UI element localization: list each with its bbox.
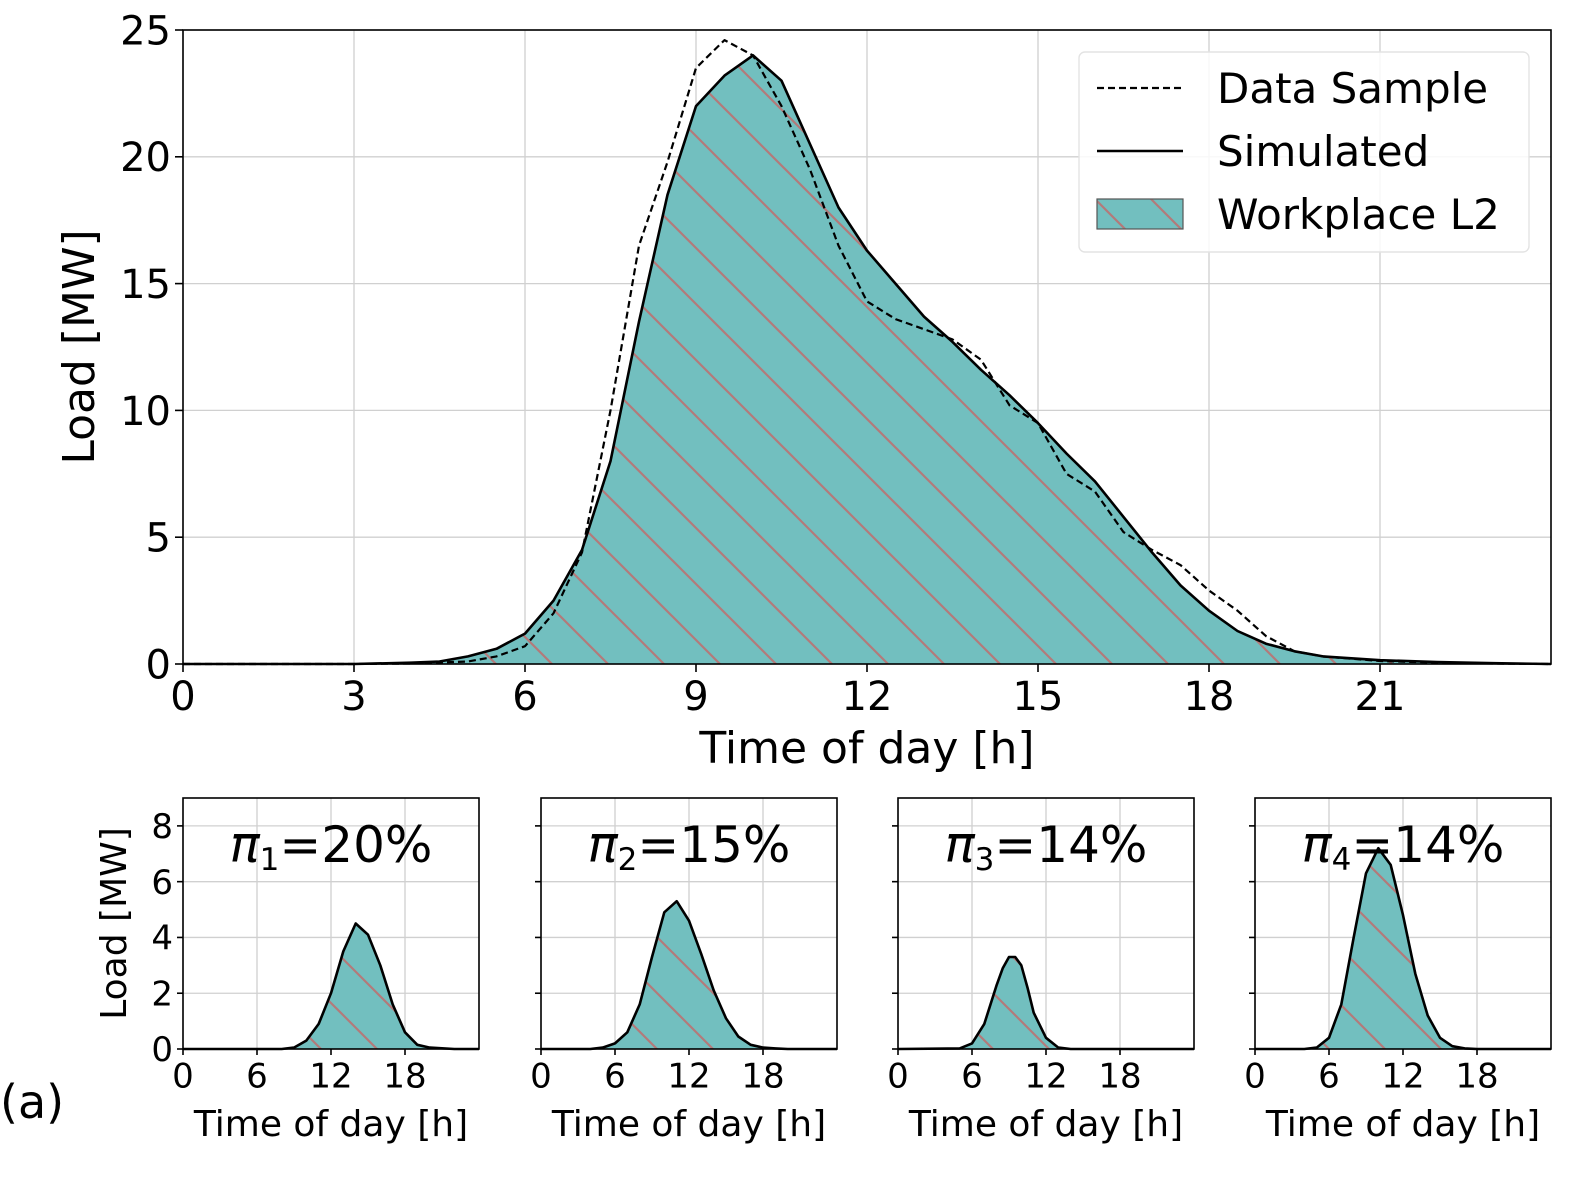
title-value: =14% — [1351, 816, 1504, 874]
chart-0: 0 3 6 9 12 15 18 21 0 5 10 15 20 25 Time of day [h] Loa… — [54, 8, 1552, 774]
x-tick-label: 6 — [512, 674, 537, 720]
x-tick-label: 0 — [172, 1056, 194, 1096]
legend-frame — [1078, 51, 1530, 253]
x-axis-label: Time of day [h] — [698, 723, 1034, 774]
x-tick-label: 0 — [170, 674, 195, 720]
x-tick-label: 12 — [842, 674, 893, 720]
x-tick-label: 0 — [887, 1056, 909, 1096]
series-line-simulated — [897, 955, 1194, 1051]
x-tick-label: 0 — [530, 1056, 552, 1096]
x-tick-label: 6 — [604, 1056, 626, 1096]
y-tick-label: 20 — [120, 135, 171, 181]
y-tick-label: 10 — [120, 389, 171, 435]
y-tick-label: 8 — [151, 807, 173, 847]
title-symbol: π — [588, 816, 619, 874]
y-tick-label: 6 — [151, 863, 173, 903]
y-tick-label: 15 — [120, 262, 171, 308]
x-tick-label: 12 — [309, 1056, 352, 1096]
legend-label: Workplace L2 — [1217, 190, 1500, 239]
title-subscript: 3 — [975, 842, 995, 878]
subplot-title: π1=20% — [230, 816, 433, 878]
y-tick-label: 0 — [151, 1030, 173, 1070]
chart-3: 0 6 12 18 Time of day [h] π3=14% — [887, 797, 1195, 1145]
title-symbol: π — [945, 816, 976, 874]
subplot-title: π3=14% — [945, 816, 1148, 878]
x-axis-label: Time of day [h] — [908, 1104, 1183, 1145]
area-fill — [541, 901, 837, 1049]
x-tick-label: 6 — [1318, 1056, 1340, 1096]
x-tick-label: 3 — [341, 674, 366, 720]
subplot-title: π4=14% — [1302, 816, 1505, 878]
y-tick-label: 4 — [151, 919, 173, 959]
legend-handle-fill — [1096, 198, 1184, 230]
chart-1: 0 6 12 18 0 2 4 6 8 Time of day [h] Load [MW] π1=20… — [94, 797, 480, 1145]
legend-label: Data Sample — [1217, 64, 1488, 113]
series-line-simulated — [1255, 846, 1551, 1051]
x-tick-label: 0 — [1244, 1056, 1266, 1096]
subplot-title: π2=15% — [588, 816, 791, 878]
x-tick-label: 18 — [1455, 1056, 1498, 1096]
chart-2: 0 6 12 18 Time of day [h] π2=15% — [530, 797, 838, 1145]
x-axis-label: Time of day [h] — [193, 1104, 468, 1145]
series-line-data-sample — [183, 38, 1552, 666]
x-tick-label: 12 — [667, 1056, 710, 1096]
y-tick-label: 25 — [120, 8, 171, 54]
title-subscript: 2 — [618, 842, 638, 878]
legend-label: Simulated — [1217, 127, 1429, 176]
x-tick-label: 18 — [741, 1056, 784, 1096]
series-line-simulated — [183, 54, 1552, 666]
series-line-simulated — [541, 899, 837, 1051]
title-value: =14% — [994, 816, 1147, 874]
y-tick-label: 2 — [151, 974, 173, 1014]
x-tick-label: 9 — [683, 674, 708, 720]
title-symbol: π — [1302, 816, 1333, 874]
y-tick-label: 5 — [146, 516, 171, 562]
x-tick-label: 6 — [961, 1056, 983, 1096]
panel-label: (a) — [0, 1075, 64, 1129]
y-axis-label: Load [MW] — [54, 229, 105, 464]
x-tick-label: 12 — [1381, 1056, 1424, 1096]
legend: Data Sample Simulated Workplace L2 — [1078, 51, 1530, 253]
x-tick-label: 12 — [1024, 1056, 1067, 1096]
y-tick-label: 0 — [146, 642, 171, 688]
title-symbol: π — [230, 816, 261, 874]
x-axis-label: Time of day [h] — [1265, 1104, 1540, 1145]
x-tick-label: 21 — [1355, 674, 1406, 720]
area-fill — [183, 55, 1551, 664]
series-line-simulated — [183, 922, 479, 1051]
title-value: =15% — [637, 816, 790, 874]
title-value: =20% — [279, 816, 432, 874]
title-subscript: 4 — [1332, 842, 1352, 878]
y-axis-label: Load [MW] — [94, 827, 135, 1020]
x-tick-label: 18 — [1098, 1056, 1141, 1096]
x-axis-label: Time of day [h] — [551, 1104, 826, 1145]
x-tick-label: 18 — [383, 1056, 426, 1096]
title-subscript: 1 — [260, 842, 280, 878]
area-fill — [1255, 848, 1551, 1049]
x-tick-label: 6 — [246, 1056, 268, 1096]
area-fill — [183, 923, 479, 1049]
x-tick-label: 18 — [1184, 674, 1235, 720]
chart-4: 0 6 12 18 Time of day [h] π4=14% — [1244, 797, 1552, 1145]
x-tick-label: 15 — [1013, 674, 1064, 720]
